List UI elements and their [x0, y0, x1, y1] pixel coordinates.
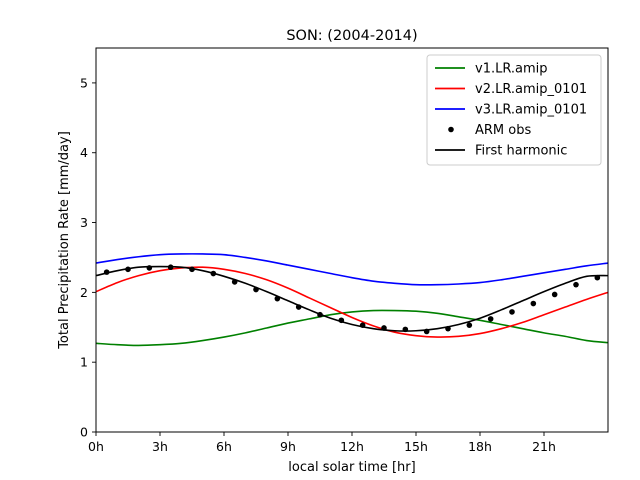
legend-label: ARM obs: [475, 123, 531, 138]
x-tick-label: 12h: [340, 439, 364, 454]
obs-point: [530, 300, 537, 307]
x-tick-label: 6h: [216, 439, 232, 454]
obs-point: [573, 281, 579, 288]
series-line-4: [95, 265, 609, 332]
legend-marker: [448, 126, 454, 133]
axis-ticks: 0h 3h 6h 9h 12h 15h 18h 21h 0 1 2 3 4 5: [80, 75, 556, 454]
chart-title: SON: (2004-2014): [286, 28, 417, 44]
x-tick-label: 21h: [532, 439, 556, 454]
legend-label: First harmonic: [475, 144, 567, 159]
obs-point: [509, 309, 515, 315]
y-tick-label: 4: [80, 145, 88, 160]
y-tick-label: 1: [80, 355, 88, 370]
obs-point: [487, 316, 494, 322]
y-tick-label: 2: [80, 285, 88, 300]
x-tick-label: 9h: [280, 439, 296, 454]
x-axis-label: local solar time [hr]: [288, 460, 415, 475]
y-tick-label: 0: [80, 425, 88, 440]
x-tick-label: 3h: [152, 439, 168, 454]
legend: v1.LR.amip v2.LR.amip_0101 v3.LR.amip_0101…: [426, 54, 602, 166]
y-tick-label: 3: [80, 215, 88, 230]
legend-label: v3.LR.amip_0101: [475, 103, 587, 118]
x-tick-label: 15h: [404, 439, 428, 454]
legend-box: [426, 54, 602, 166]
y-tick-label: 5: [80, 75, 88, 90]
plot-area: [95, 253, 609, 347]
obs-point: [466, 322, 473, 328]
legend-label: v1.LR.amip: [475, 62, 548, 77]
series-line-0: [95, 309, 609, 347]
x-tick-label: 0h: [88, 439, 104, 454]
plot-frame: [95, 47, 609, 433]
x-tick-label: 18h: [468, 439, 492, 454]
series-line-2: [95, 253, 609, 286]
obs-point: [551, 291, 558, 298]
legend-label: v2.LR.amip_0101: [475, 82, 587, 97]
y-axis-label: Total Precipitation Rate [mm/day]: [57, 131, 72, 350]
